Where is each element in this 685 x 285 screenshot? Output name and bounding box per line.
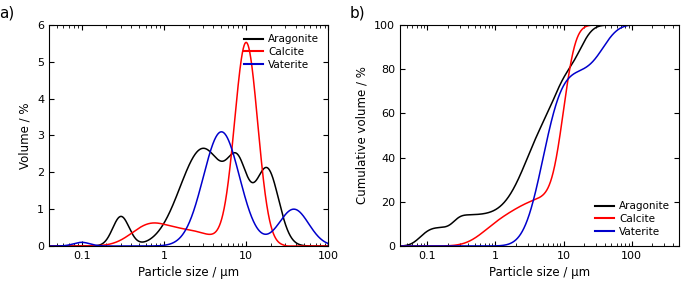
Text: b): b) xyxy=(350,5,365,21)
X-axis label: Particle size / μm: Particle size / μm xyxy=(489,266,590,280)
Y-axis label: Cumulative volume / %: Cumulative volume / % xyxy=(356,67,369,204)
Legend: Aragonite, Calcite, Vaterite: Aragonite, Calcite, Vaterite xyxy=(240,30,323,74)
Y-axis label: Volume / %: Volume / % xyxy=(18,102,32,169)
X-axis label: Particle size / μm: Particle size / μm xyxy=(138,266,239,280)
Text: a): a) xyxy=(0,5,14,21)
Legend: Aragonite, Calcite, Vaterite: Aragonite, Calcite, Vaterite xyxy=(591,197,674,241)
